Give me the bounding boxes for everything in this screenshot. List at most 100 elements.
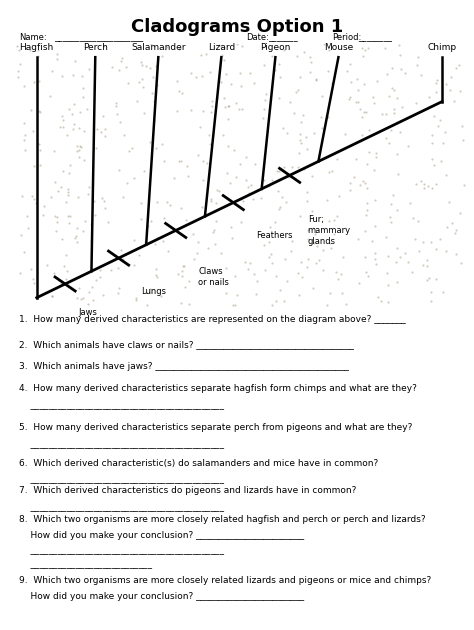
Point (141, 238, 149, 248)
Point (113, 98, 120, 108)
Point (146, 137, 154, 147)
Text: ___________________________________________: ________________________________________… (19, 474, 224, 483)
Point (302, 132, 310, 142)
Point (237, 194, 245, 204)
Point (398, 102, 406, 112)
Point (334, 274, 342, 284)
Text: ___________________________________________: ________________________________________… (19, 545, 224, 554)
Point (101, 131, 109, 141)
Point (442, 79, 450, 89)
Point (358, 43, 365, 53)
Point (59, 122, 67, 132)
Point (93, 124, 100, 134)
Point (362, 266, 370, 277)
Point (184, 171, 191, 181)
Point (55, 275, 63, 285)
Point (48, 291, 56, 301)
Point (262, 89, 270, 100)
Point (224, 168, 231, 178)
Point (85, 287, 93, 297)
Point (432, 274, 439, 284)
Point (187, 105, 195, 115)
Point (299, 110, 307, 120)
Point (80, 155, 88, 165)
Point (71, 232, 79, 243)
Point (78, 71, 86, 81)
Point (112, 101, 119, 112)
Point (417, 70, 425, 80)
Point (388, 64, 395, 74)
Point (252, 159, 259, 169)
Point (319, 245, 327, 255)
Point (346, 185, 354, 195)
Point (153, 143, 160, 153)
Point (75, 146, 83, 156)
Point (219, 50, 226, 60)
Point (268, 175, 276, 185)
Point (140, 108, 148, 118)
Point (456, 86, 464, 96)
Point (334, 211, 341, 221)
Point (177, 156, 185, 166)
Point (40, 202, 48, 212)
Point (260, 105, 268, 115)
Point (175, 86, 183, 96)
Point (378, 109, 386, 119)
Point (345, 94, 353, 104)
Point (351, 172, 358, 182)
Point (383, 69, 391, 79)
Point (354, 234, 361, 244)
Point (223, 69, 230, 79)
Point (401, 68, 409, 78)
Point (307, 57, 315, 67)
Point (427, 295, 435, 306)
Point (147, 216, 155, 226)
Point (75, 123, 82, 134)
Point (75, 284, 83, 294)
Point (299, 272, 306, 282)
Point (401, 248, 409, 258)
Point (395, 40, 402, 50)
Point (260, 240, 268, 250)
Point (318, 123, 325, 134)
Text: _______: _______ (268, 33, 298, 42)
Point (414, 216, 421, 226)
Point (346, 91, 354, 101)
Point (229, 300, 237, 310)
Point (359, 51, 367, 61)
Point (144, 221, 152, 231)
Point (215, 76, 222, 86)
Point (198, 202, 205, 212)
Point (17, 268, 24, 278)
Point (154, 197, 161, 207)
Point (425, 273, 433, 284)
Point (126, 146, 133, 156)
Point (89, 294, 97, 304)
Point (456, 208, 464, 218)
Point (286, 97, 293, 107)
Point (164, 246, 172, 256)
Point (98, 193, 106, 203)
Point (303, 187, 310, 197)
Point (241, 256, 249, 266)
Point (307, 52, 314, 62)
Point (14, 66, 21, 76)
Point (136, 77, 143, 88)
Point (27, 105, 34, 115)
Point (34, 161, 41, 171)
Point (60, 261, 68, 271)
Point (339, 251, 346, 261)
Point (362, 106, 369, 117)
Point (151, 239, 159, 249)
Text: 9.  Which two organisms are more closely related lizards and pigeons or mice and: 9. Which two organisms are more closely … (19, 576, 431, 585)
Point (125, 78, 132, 88)
Point (185, 275, 192, 285)
Point (393, 243, 401, 253)
Text: How did you make your conclusion? ________________________: How did you make your conclusion? ______… (19, 592, 304, 601)
Point (460, 180, 468, 190)
Point (285, 173, 293, 183)
Point (86, 182, 93, 192)
Point (326, 45, 333, 55)
Point (459, 135, 467, 146)
Point (146, 63, 154, 73)
